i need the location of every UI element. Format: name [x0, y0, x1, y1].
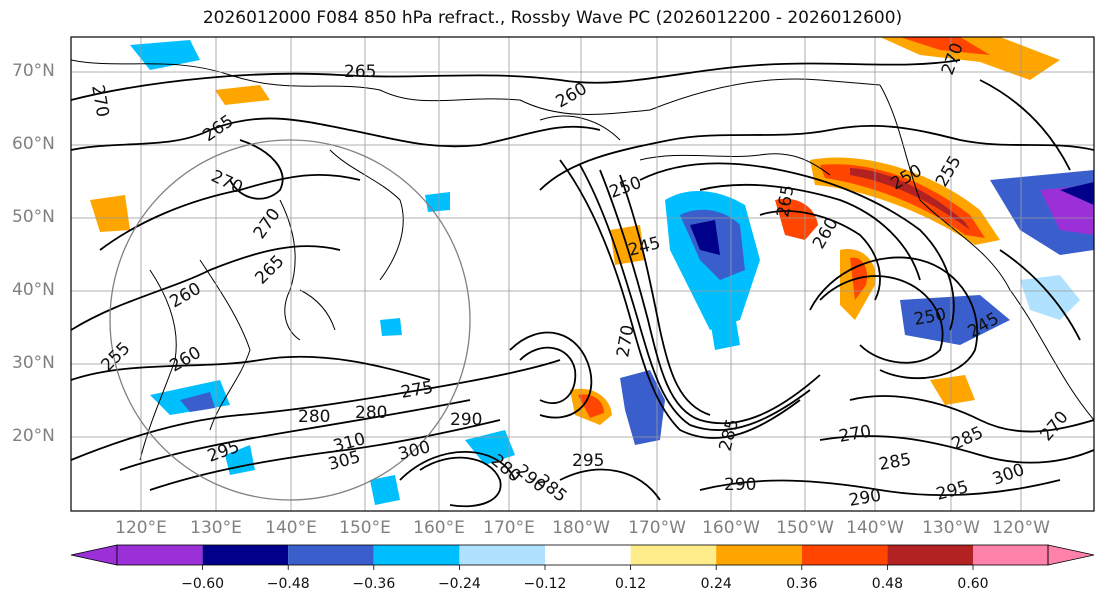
- map-title: 2026012000 F084 850 hPa refract., Rossby…: [202, 8, 903, 28]
- contour-label: 270: [250, 205, 285, 243]
- longitude-label: 170°W: [628, 518, 686, 538]
- latitude-label: 30°N: [12, 353, 55, 373]
- colorbar-swatch: [117, 545, 203, 565]
- colorbar-tick-label: 0.48: [871, 576, 903, 592]
- contour-label: 270: [613, 323, 638, 358]
- colorbar-swatch: [373, 545, 460, 565]
- latitude-label: 40°N: [12, 280, 55, 300]
- colorbar-tick-label: −0.24: [437, 576, 481, 592]
- contour-label: 295: [934, 477, 971, 505]
- colorbar-swatch: [887, 545, 973, 565]
- colorbar-tick-label: 0.12: [615, 576, 647, 592]
- colorbar-swatch: [70, 544, 118, 566]
- longitude-label: 150°E: [339, 518, 391, 538]
- colorbar-swatch: [801, 545, 888, 565]
- colorbar-tick-label: 0.24: [700, 576, 732, 592]
- colorbar-swatch: [288, 545, 374, 565]
- contour-label: 280: [298, 407, 330, 427]
- contour-label: 250: [607, 173, 644, 203]
- contour-label: 260: [553, 79, 591, 113]
- contour-label: 265: [199, 111, 237, 146]
- graticule: [71, 37, 1094, 511]
- longitude-label: 140°E: [265, 518, 317, 538]
- contour-label: 300: [990, 460, 1027, 490]
- colorbar-tick-label: −0.48: [266, 576, 310, 592]
- colorbar-swatch: [202, 545, 289, 565]
- longitude-label: 130°E: [190, 518, 242, 538]
- contour-label: 270: [837, 422, 872, 447]
- colorbar-tick-label: 0.36: [786, 576, 818, 592]
- contour-label: 290: [847, 486, 882, 511]
- contour-label: 285: [877, 450, 912, 475]
- colorbar-tick-label: −0.36: [352, 576, 396, 592]
- map-frame: [70, 36, 1095, 512]
- colorbar-tick-label: −0.60: [181, 576, 225, 592]
- colorbar-tick-label: 0.60: [957, 576, 989, 592]
- longitude-label: 140°W: [846, 518, 904, 538]
- colorbar-frame: [116, 544, 1049, 566]
- longitude-label: 120°E: [115, 518, 167, 538]
- coastlines: [71, 59, 1094, 461]
- contour-label: 285: [716, 417, 744, 454]
- latitude-label: 50°N: [12, 207, 55, 227]
- longitude-label: 160°W: [702, 518, 760, 538]
- colorbar-swatch: [545, 545, 631, 565]
- contour-label: 270: [87, 83, 112, 118]
- contour-label: 260: [167, 279, 205, 313]
- contour-label: 290: [724, 475, 756, 495]
- latitude-label: 20°N: [12, 426, 55, 446]
- colorbar-swatch: [716, 545, 802, 565]
- colorbar: [70, 544, 1095, 570]
- longitude-label: 160°E: [413, 518, 465, 538]
- colorbar-tick-label: −0.12: [523, 576, 567, 592]
- latitude-label: 60°N: [12, 134, 55, 154]
- contour-label: 275: [399, 378, 434, 403]
- contour-label: 285: [949, 423, 987, 455]
- colorbar-swatch: [973, 545, 1048, 565]
- longitude-label: 180°W: [552, 518, 610, 538]
- contour-label: 260: [167, 343, 205, 377]
- latitude-label: 70°N: [12, 61, 55, 81]
- refractivity-contours: [71, 59, 1094, 508]
- longitude-label: 170°E: [483, 518, 535, 538]
- contour-label: 280: [355, 403, 387, 423]
- contour-labels: 265 260 265 270 270 265 260 255 250 245 …: [87, 40, 1073, 511]
- longitude-label: 120°W: [992, 518, 1050, 538]
- contour-label: 290: [450, 410, 482, 430]
- contour-label: 265: [344, 62, 376, 82]
- contour-label: 265: [251, 251, 288, 288]
- contour-label: 270: [1037, 407, 1073, 445]
- colorbar-swatch: [459, 545, 545, 565]
- reference-circle: [109, 139, 471, 501]
- colorbar-swatch: [630, 545, 717, 565]
- longitude-label: 130°W: [922, 518, 980, 538]
- contour-label: 295: [572, 451, 604, 471]
- shaded-regions: [90, 37, 1094, 505]
- colorbar-swatch: [1047, 544, 1095, 566]
- contour-label: 255: [97, 338, 134, 375]
- longitude-label: 150°W: [776, 518, 834, 538]
